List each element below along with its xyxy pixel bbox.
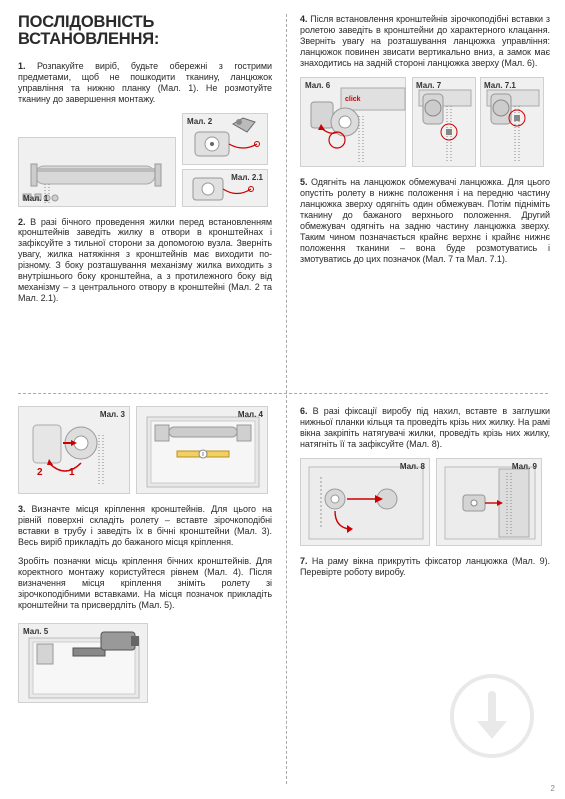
figure-2-label: Мал. 2 — [187, 117, 212, 126]
figure-row-6-7: Мал. 6 click Мал. 7 — [300, 77, 550, 167]
figure-1: Мал. 1 — [18, 137, 176, 207]
figure-2-1: Мал. 2.1 — [182, 169, 268, 207]
figure-8-svg — [301, 459, 431, 547]
figure-6-svg — [301, 78, 407, 168]
figure-2: Мал. 2 — [182, 113, 268, 165]
figure-5: Мал. 5 — [18, 623, 148, 703]
figure-row-3-4: Мал. 3 2 1 Мал. 4 — [18, 406, 272, 494]
figure-row-8-9: Мал. 8 Мал. 9 — [300, 458, 550, 546]
figure-4-label: Мал. 4 — [238, 410, 263, 419]
figure-7-stack: Мал. 7 Мал. 7.1 — [412, 77, 544, 167]
figure-8-label: Мал. 8 — [400, 462, 425, 471]
figure-7-1: Мал. 7.1 — [480, 77, 544, 167]
horizontal-divider — [18, 393, 548, 394]
figure-2-1-label: Мал. 2.1 — [231, 173, 263, 182]
quadrant-top-left: ПОСЛІДОВНІСТЬ ВСТАНОВЛЕННЯ: 1. Розпакуйт… — [18, 14, 272, 312]
figure-7-label: Мал. 7 — [416, 81, 441, 90]
step-3-text: 3. Визначте місця кріплення кронштейнів.… — [18, 504, 272, 548]
figure-7-1-svg — [481, 78, 545, 168]
figure-9: Мал. 9 — [436, 458, 542, 546]
figure-7-1-label: Мал. 7.1 — [484, 81, 516, 90]
click-label: click — [345, 96, 361, 103]
page-root: ПОСЛІДОВНІСТЬ ВСТАНОВЛЕННЯ: 1. Розпакуйт… — [0, 0, 565, 799]
figure-row-1: Мал. 1 Мал. 2 — [18, 113, 272, 207]
figure-6: Мал. 6 click — [300, 77, 406, 167]
step-1-text: 1. Розпакуйте виріб, будьте обережні з г… — [18, 61, 272, 105]
figure-5-label: Мал. 5 — [23, 627, 48, 636]
step-2-text: 2. В разі бічного проведення жилки перед… — [18, 217, 272, 305]
figure-9-svg — [437, 459, 543, 547]
vertical-divider — [286, 14, 287, 784]
quadrant-top-right: 4. Після встановлення кронштейнів зірочк… — [300, 14, 550, 273]
watermark-icon — [449, 673, 535, 759]
step-4-text: 4. Після встановлення кронштейнів зірочк… — [300, 14, 550, 69]
figure-8: Мал. 8 — [300, 458, 430, 546]
figure-6-label: Мал. 6 — [305, 81, 330, 90]
figure-1-label: Мал. 1 — [23, 194, 48, 203]
step-6-text: 6. В разі фіксації виробу під нахил, вст… — [300, 406, 550, 450]
quadrant-bottom-right: 6. В разі фіксації виробу під нахил, вст… — [300, 406, 550, 586]
step-7-text: 7. На раму вікна прикрутіть фіксатор лан… — [300, 556, 550, 578]
figure-9-label: Мал. 9 — [512, 462, 537, 471]
figure-3: Мал. 3 2 1 — [18, 406, 130, 494]
figure-4: Мал. 4 — [136, 406, 268, 494]
figure-3-label: Мал. 3 — [100, 410, 125, 419]
figure-4-svg — [137, 407, 269, 495]
svg-text:2: 2 — [37, 467, 43, 478]
step-3b-text: Зробіть позначки місць кріплення бічних … — [18, 556, 272, 611]
figure-7: Мал. 7 — [412, 77, 476, 167]
page-number: 2 — [551, 784, 555, 793]
figure-7-svg — [413, 78, 477, 168]
step-5-text: 5. Одягніть на ланцюжок обмежувачі ланцю… — [300, 177, 550, 265]
quadrant-bottom-left: Мал. 3 2 1 Мал. 4 — [18, 406, 272, 709]
page-title: ПОСЛІДОВНІСТЬ ВСТАНОВЛЕННЯ: — [18, 14, 272, 49]
figure-2-stack: Мал. 2 Мал. 2.1 — [182, 113, 268, 207]
figure-5-svg — [19, 624, 149, 704]
figure-3-svg: 2 1 — [19, 407, 131, 495]
figure-row-7: Мал. 7 Мал. 7.1 — [412, 77, 544, 167]
